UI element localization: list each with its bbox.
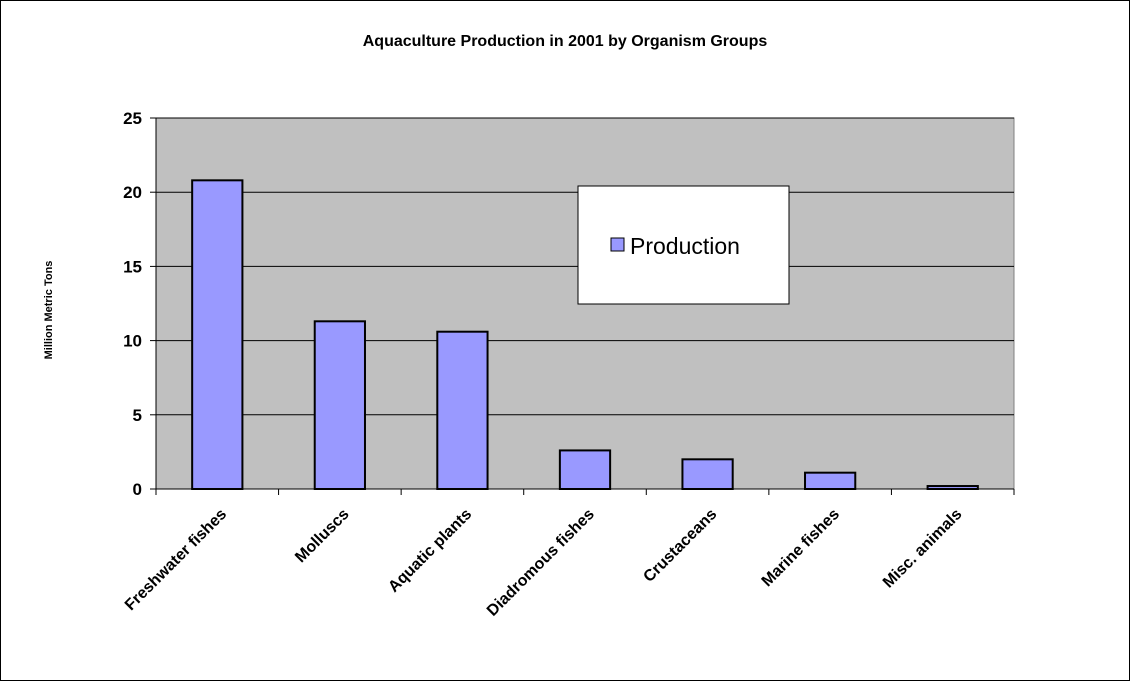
bar <box>191 179 244 490</box>
y-tick-labels: 0 5 10 15 20 25 <box>123 109 142 499</box>
y-tick-label: 25 <box>123 109 142 128</box>
bar <box>804 471 857 490</box>
axes <box>150 117 1015 495</box>
y-tick-label: 5 <box>133 406 142 425</box>
bar <box>558 449 612 490</box>
y-tick-label: 0 <box>133 480 142 499</box>
chart-title: Aquaculture Production in 2001 by Organi… <box>363 33 768 50</box>
legend-label: Production <box>630 233 740 259</box>
bar <box>436 330 489 491</box>
y-tick-label: 15 <box>123 257 142 276</box>
bar <box>681 458 734 491</box>
y-tick-label: 10 <box>123 332 142 351</box>
bar-series <box>191 179 979 491</box>
y-axis-label: Million Metric Tons <box>43 261 55 360</box>
legend-swatch <box>610 237 625 252</box>
bar <box>313 320 366 491</box>
y-tick-label: 20 <box>123 183 142 202</box>
legend: Production <box>577 185 790 305</box>
